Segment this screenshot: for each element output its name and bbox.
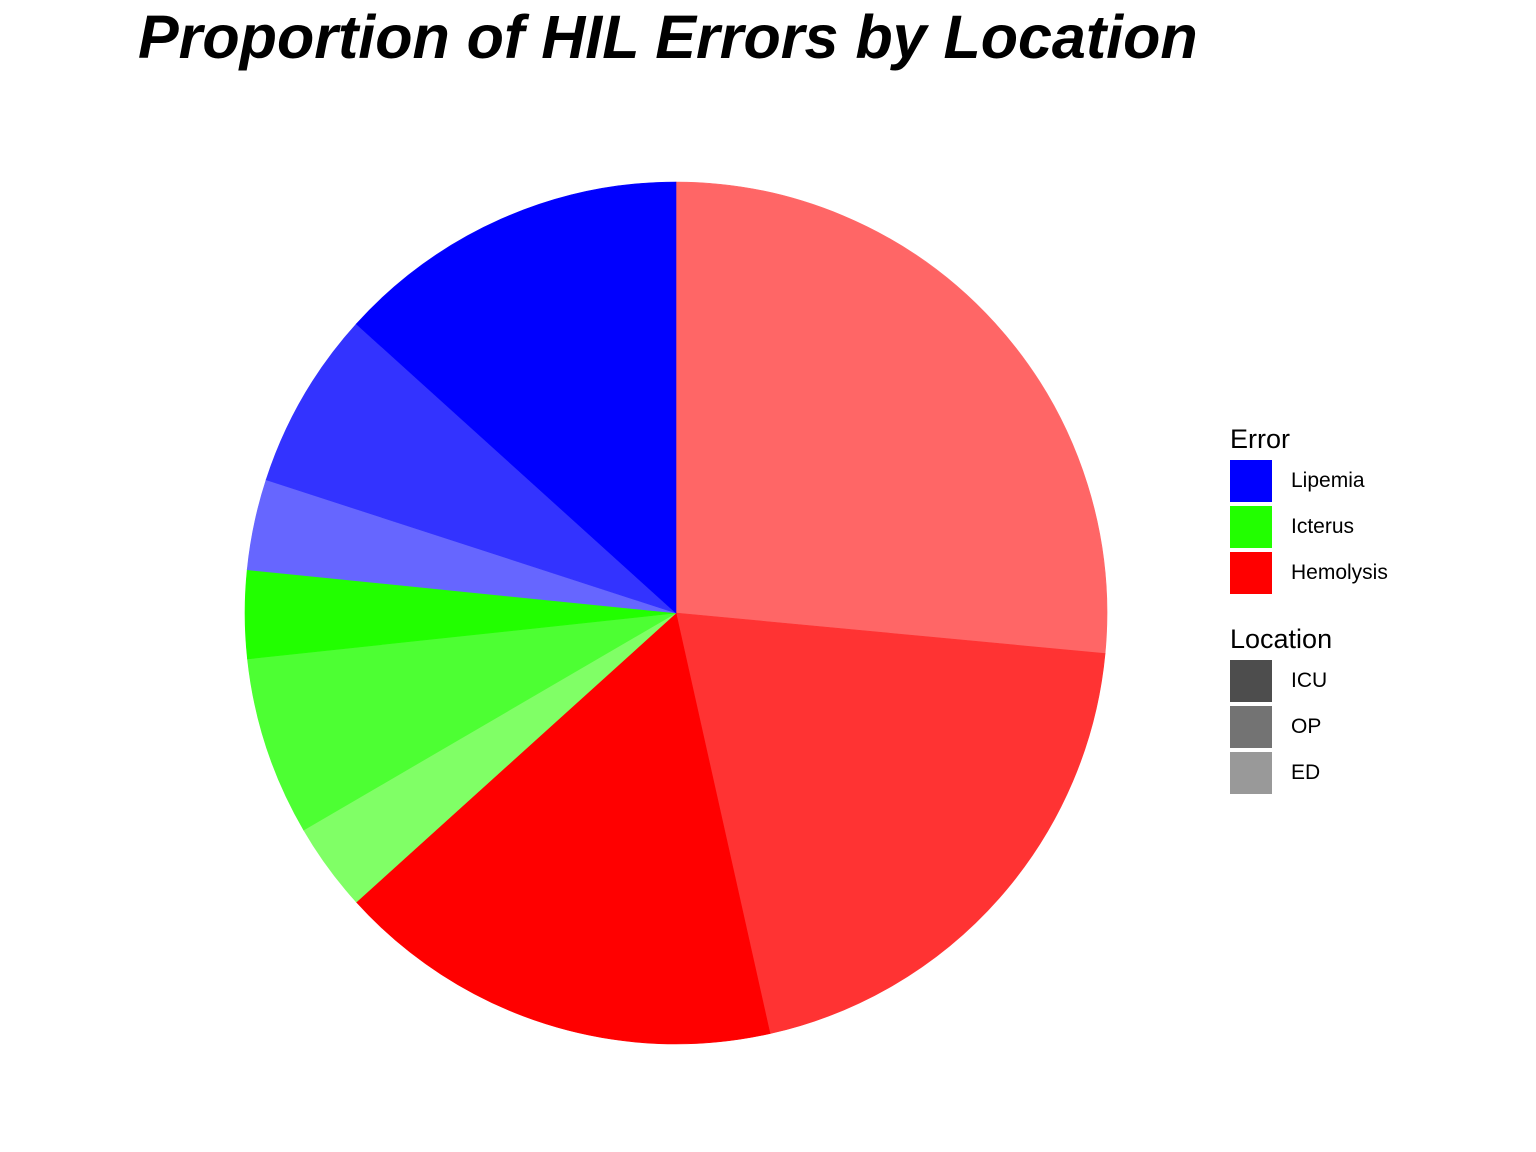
legend-label-ed: ED	[1291, 761, 1321, 784]
legend-title-location: Location	[1230, 624, 1333, 654]
legend-label-lipemia: Lipemia	[1291, 469, 1365, 492]
pie-slice-hemolysis-ed	[675, 181, 1108, 654]
chart-title: Proportion of HIL Errors by Location	[138, 3, 1198, 71]
legend-item-lipemia: Lipemia	[1230, 458, 1520, 504]
legend: Error Lipemia Icterus Hemolysis Location…	[1230, 420, 1520, 796]
legend-label-hemolysis: Hemolysis	[1291, 561, 1388, 584]
legend-title-error: Error	[1230, 424, 1290, 454]
legend-key-hemolysis	[1230, 552, 1272, 594]
pie-slice-lipemia-icu	[355, 181, 677, 614]
pie-slice-hemolysis-icu	[355, 612, 771, 1045]
legend-item-hemolysis: Hemolysis	[1230, 550, 1520, 596]
legend-key-lipemia	[1230, 460, 1272, 502]
legend-key-ed	[1230, 752, 1272, 794]
legend-label-op: OP	[1291, 715, 1322, 738]
legend-label-icterus: Icterus	[1291, 515, 1355, 538]
pie-slice-lipemia-op	[265, 323, 677, 614]
legend-item-icterus: Icterus	[1230, 504, 1520, 550]
legend-item-op: OP	[1230, 704, 1520, 750]
legend-key-icu	[1230, 660, 1272, 702]
legend-label-icu: ICU	[1291, 669, 1328, 692]
legend-item-icu: ICU	[1230, 658, 1520, 704]
pie-slice-hemolysis-op	[675, 612, 1106, 1034]
legend-item-ed: ED	[1230, 750, 1520, 796]
legend-key-icterus	[1230, 506, 1272, 548]
pie-slice-icterus-op	[247, 612, 677, 831]
pie-slices	[244, 181, 1108, 1045]
legend-key-op	[1230, 706, 1272, 748]
